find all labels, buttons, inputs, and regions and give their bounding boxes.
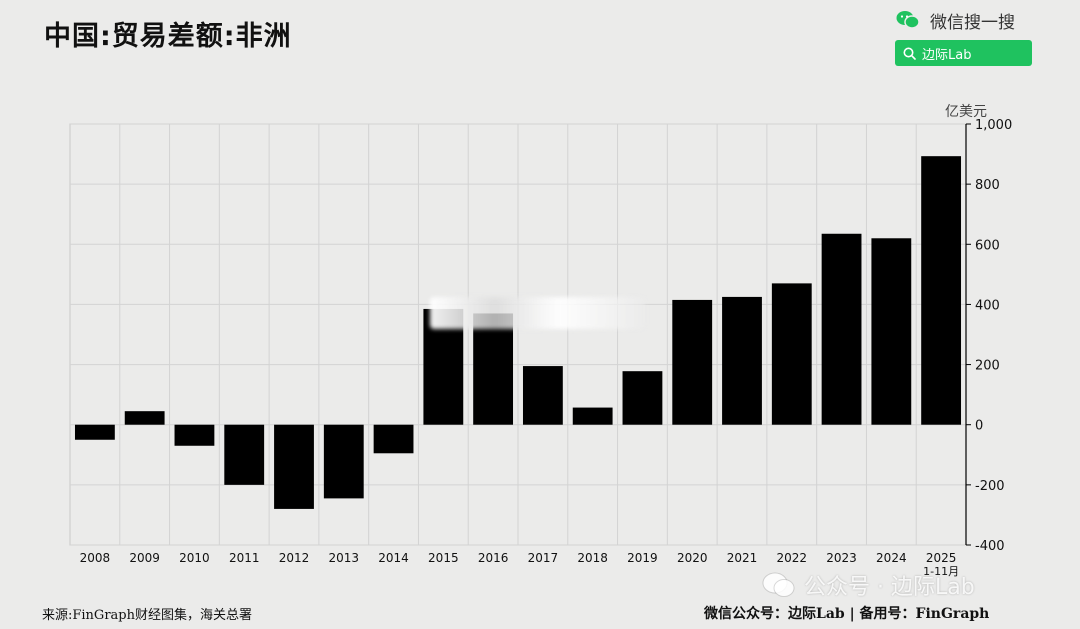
x-tick-label: 2013 xyxy=(329,551,360,565)
wechat-search-text: 微信搜一搜 xyxy=(930,12,1015,33)
bar-2021 xyxy=(722,296,762,425)
chart-title: 中国:贸易差额:非洲 xyxy=(44,21,292,52)
x-tick-label: 2016 xyxy=(478,551,509,565)
bar-2017 xyxy=(522,366,563,425)
watermark: 公众号 · 边际Lab xyxy=(762,569,975,601)
x-tick-label: 2014 xyxy=(378,551,409,565)
blurred-overlay xyxy=(430,297,645,329)
watermark-text: 公众号 · 边际Lab xyxy=(804,575,975,600)
bar-2008 xyxy=(74,424,115,440)
source-note: 来源:FinGraph财经图集，海关总署 xyxy=(42,608,252,623)
y-tick-label: 200 xyxy=(975,359,1000,374)
x-tick-label: 2022 xyxy=(777,551,808,565)
x-tick-label: 2021 xyxy=(727,551,758,565)
x-tick-label: 2024 xyxy=(876,551,907,565)
wechat-logo-icon xyxy=(896,10,920,30)
bar-2009 xyxy=(124,411,165,425)
y-tick-label: 1,000 xyxy=(975,118,1012,133)
bar-2025 xyxy=(921,156,962,425)
search-button-label: 边际Lab xyxy=(922,47,972,63)
x-tick-label: 2010 xyxy=(179,551,210,565)
x-tick-label: 2018 xyxy=(577,551,608,565)
y-tick-label: -400 xyxy=(975,539,1005,554)
x-tick-label: 2023 xyxy=(826,551,857,565)
y-tick-label: -200 xyxy=(975,479,1005,494)
bar-2023 xyxy=(821,233,862,425)
credit-note: 微信公众号：边际Lab | 备用号：FinGraph xyxy=(704,606,990,622)
x-tick-label: 2009 xyxy=(129,551,160,565)
x-tick-sublabel: 1-11月 xyxy=(923,565,959,578)
x-tick-label: 2012 xyxy=(279,551,310,565)
y-tick-label: 400 xyxy=(975,298,1000,313)
y-tick-label: 0 xyxy=(975,419,983,434)
bar-2010 xyxy=(174,424,215,446)
bar-2020 xyxy=(672,299,713,425)
bar-2012 xyxy=(274,424,314,509)
bar-2013 xyxy=(323,424,364,499)
bar-2014 xyxy=(373,424,414,454)
wechat-search-brand[interactable]: 微信搜一搜 xyxy=(896,8,1015,33)
bar-2016 xyxy=(473,313,514,425)
bar-2022 xyxy=(771,283,812,425)
x-tick-label: 2011 xyxy=(229,551,260,565)
x-tick-label: 2017 xyxy=(528,551,559,565)
wechat-watermark-icon xyxy=(762,572,795,597)
bar-2011 xyxy=(224,424,265,485)
bar-2018 xyxy=(572,407,613,425)
x-tick-label: 2008 xyxy=(80,551,111,565)
search-button[interactable]: 边际Lab xyxy=(895,40,1032,66)
x-tick-label: 2020 xyxy=(677,551,708,565)
search-icon xyxy=(903,47,916,60)
y-tick-label: 600 xyxy=(975,238,1000,253)
x-tick-label: 2025 xyxy=(926,551,957,565)
bar-2019 xyxy=(622,371,663,425)
x-tick-label: 2015 xyxy=(428,551,459,565)
y-axis-unit-label: 亿美元 xyxy=(945,104,987,120)
y-tick-label: 800 xyxy=(975,178,1000,193)
bar-2024 xyxy=(871,238,912,425)
x-tick-label: 2019 xyxy=(627,551,658,565)
